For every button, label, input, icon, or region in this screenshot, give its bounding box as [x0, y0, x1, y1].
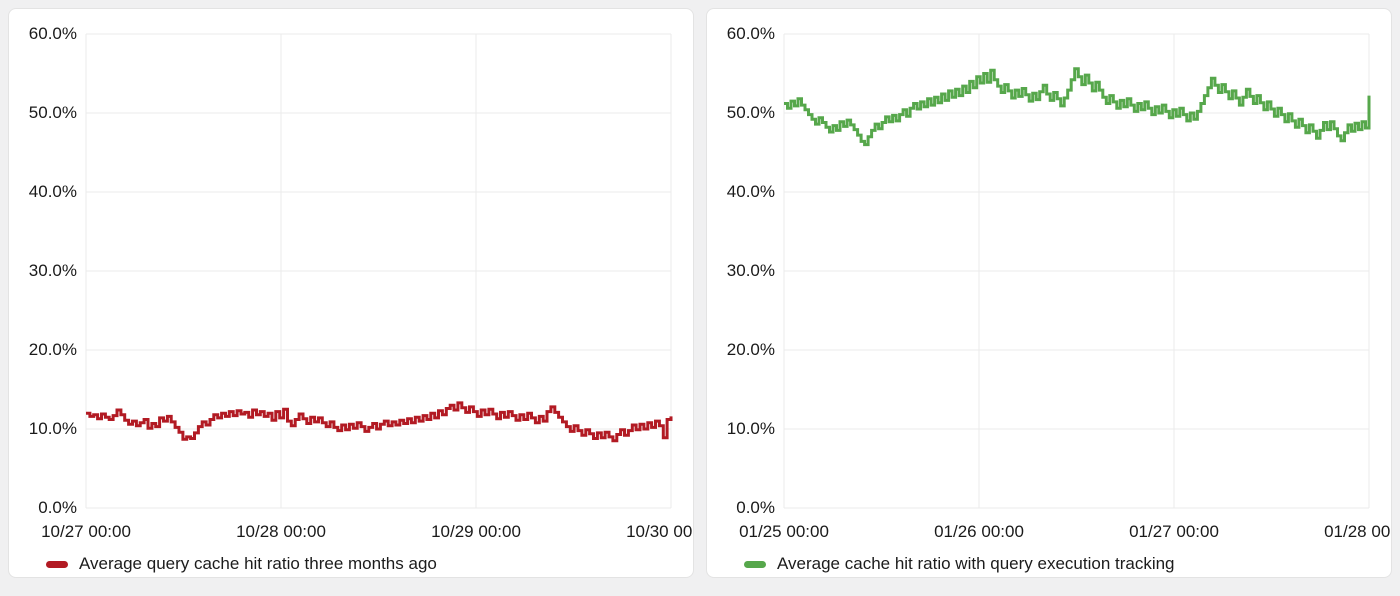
chart-plot-area[interactable]: [707, 9, 1391, 577]
chart-panel-left: 60.0% 50.0% 40.0% 30.0% 20.0% 10.0% 0.0% 10/27…: [8, 8, 694, 578]
y-tick-label: 10.0%: [726, 419, 775, 438]
x-tick-label: 01/26 00:00: [934, 522, 1024, 541]
series-line: [784, 67, 1371, 147]
y-tick-label: 10.0%: [28, 419, 77, 438]
x-tick-label: 10/27 00:00: [41, 522, 131, 541]
x-tick-label: 01/27 00:00: [1129, 522, 1219, 541]
legend-series-swatch: [46, 560, 68, 568]
x-tick-label: 10/28 00:00: [236, 522, 326, 541]
legend-series-label: Average query cache hit ratio three mont…: [79, 554, 437, 573]
legend-series-swatch: [744, 560, 766, 568]
x-tick-label: 01/25 00:00: [739, 522, 829, 541]
x-tick-label: 01/28 00:00: [1324, 522, 1391, 541]
x-tick-label: 10/29 00:00: [431, 522, 521, 541]
legend-item[interactable]: Average query cache hit ratio three mont…: [46, 554, 437, 574]
y-tick-label: 30.0%: [726, 261, 775, 280]
y-tick-label: 50.0%: [726, 103, 775, 122]
legend-series-label: Average cache hit ratio with query execu…: [777, 554, 1175, 573]
legend-item[interactable]: Average cache hit ratio with query execu…: [744, 554, 1175, 574]
y-tick-label: 40.0%: [726, 182, 775, 201]
y-tick-label: 60.0%: [726, 24, 775, 43]
x-tick-label: 10/30 00:00: [626, 522, 693, 541]
y-tick-label: 30.0%: [28, 261, 77, 280]
y-tick-label: 20.0%: [28, 340, 77, 359]
y-tick-label: 50.0%: [28, 103, 77, 122]
y-tick-label: 40.0%: [28, 182, 77, 201]
chart-panel-right: 60.0% 50.0% 40.0% 30.0% 20.0% 10.0% 0.0% 01/25…: [706, 8, 1392, 578]
series-line: [86, 401, 673, 443]
y-tick-label: 0.0%: [38, 498, 77, 517]
chart-plot-area[interactable]: [9, 9, 693, 577]
y-tick-label: 60.0%: [28, 24, 77, 43]
y-tick-label: 0.0%: [736, 498, 775, 517]
y-tick-label: 20.0%: [726, 340, 775, 359]
